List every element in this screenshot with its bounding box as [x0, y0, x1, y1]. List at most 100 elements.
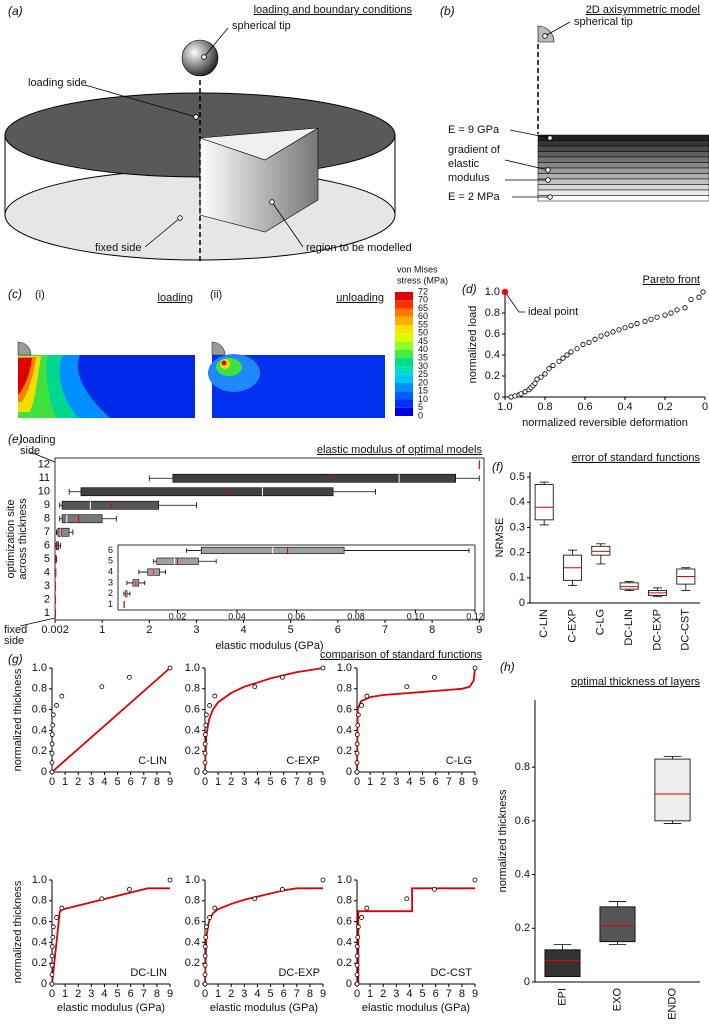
x-tick-label: 0 [49, 776, 55, 788]
x-tick-label: 3 [393, 988, 399, 1000]
x-tick-label: 0.8 [537, 401, 552, 413]
layer [537, 140, 709, 147]
measured-point [54, 703, 59, 708]
x-tick-label: 7 [294, 776, 300, 788]
chart-title: comparison of standard functions [320, 649, 483, 661]
panel-b: (b) 2D axisymmetric model spherical tip … [440, 4, 700, 203]
x-tick-label: 8 [459, 776, 465, 788]
panel-title: loading and boundary conditions [254, 4, 413, 16]
y-tick-label: 1.0 [337, 874, 352, 886]
y-tick-label: 11 [39, 472, 50, 484]
x-tick-label: 9 [472, 988, 478, 1000]
point [518, 391, 524, 397]
function-label: DC-CST [430, 967, 472, 979]
point [556, 358, 562, 364]
y-tick-label: 12 [38, 459, 50, 471]
measured-point [364, 693, 370, 699]
x-tick-label: 4 [101, 776, 107, 788]
measured-point [49, 972, 55, 978]
leader-dot [542, 33, 548, 39]
leader-dot [269, 199, 275, 205]
layer [537, 167, 709, 174]
measured-point [49, 981, 55, 987]
x-tick-label: 4 [406, 776, 412, 788]
y-tick-label: 0.8 [337, 895, 352, 907]
measured-point [431, 674, 437, 680]
x-axis-label: elastic modulus (GPa) [57, 1002, 165, 1014]
y-tick-label: 0 [41, 978, 47, 990]
measured-point [99, 896, 105, 902]
case-label: unloading [336, 292, 384, 304]
measured-point [354, 760, 360, 766]
panel-label: (f) [492, 460, 503, 474]
plot-frame [117, 544, 476, 611]
y-tick-label: 0.6 [515, 815, 530, 827]
measured-point [354, 944, 360, 949]
layer [537, 162, 709, 169]
chart-title: optimal thickness of layers [571, 676, 700, 688]
annotation: elastic [448, 158, 480, 170]
box [599, 906, 636, 943]
point [700, 289, 706, 295]
x-tick-label: 6 [433, 776, 439, 788]
y-tick-label: 0.4 [337, 936, 352, 948]
measured-point [320, 877, 326, 883]
measured-point [354, 769, 360, 775]
y-tick-label: 0.2 [185, 745, 200, 757]
x-tick-label: 5 [419, 988, 425, 1000]
annotation: fixed [4, 624, 27, 636]
box [80, 487, 334, 497]
colorbar-band [395, 341, 413, 350]
box [61, 500, 160, 510]
leader-dot [177, 215, 183, 221]
measured-point [355, 924, 361, 930]
measured-point [359, 703, 364, 708]
measured-point [355, 934, 361, 940]
x-tick-label: 8 [459, 988, 465, 1000]
chart-title: error of standard functions [572, 452, 701, 464]
measured-point [167, 877, 173, 883]
box [172, 473, 457, 483]
x-tick-label: 7 [294, 988, 300, 1000]
colorbar-title: von Mises [397, 264, 438, 274]
leader [84, 84, 197, 118]
x-tick-label: 1 [367, 988, 373, 1000]
chart-title: Pareto front [643, 274, 700, 286]
y-tick-label: 0.8 [485, 307, 500, 319]
function-label: DC-EXP [278, 967, 320, 979]
measured-point [354, 750, 360, 756]
x-tick-label: 3 [88, 776, 94, 788]
point [682, 305, 688, 311]
y-tick-label: 0.2 [515, 922, 530, 934]
annotation: ideal point [528, 306, 578, 318]
layer [537, 145, 709, 152]
point [534, 376, 540, 382]
contour [221, 360, 227, 366]
measured-point [49, 769, 55, 775]
colorbar-band [395, 399, 413, 408]
x-axis-label: elastic modulus (GPa) [210, 1002, 318, 1014]
x-tick-label: 0 [202, 988, 208, 1000]
x-tick-label: C-LIN [538, 609, 550, 638]
x-tick-label: 5 [267, 776, 273, 788]
x-tick-label: 2 [380, 776, 386, 788]
annotation: gradient of [448, 144, 501, 156]
x-axis-label: elastic modulus (GPa) [215, 640, 323, 652]
measured-point [203, 934, 209, 940]
y-tick-label: 3 [44, 580, 50, 592]
x-tick-label: 9 [320, 988, 326, 1000]
x-tick-label: 0.04 [228, 611, 246, 621]
colorbar-tick-label: 50 [418, 328, 428, 338]
y-tick-label: 0.6 [32, 916, 47, 928]
x-tick-label: 4 [101, 988, 107, 1000]
x-tick-label: 0.02 [169, 611, 187, 621]
x-tick-label: 0 [202, 776, 208, 788]
x-tick-label: 0.2 [657, 401, 672, 413]
measured-point [50, 722, 56, 728]
y-tick-label: 7 [44, 526, 50, 538]
y-tick-label: 0.4 [515, 868, 530, 880]
y-tick-label: 0.6 [185, 916, 200, 928]
x-tick-label: 8 [307, 776, 313, 788]
y-tick-label: 0.4 [32, 724, 47, 736]
